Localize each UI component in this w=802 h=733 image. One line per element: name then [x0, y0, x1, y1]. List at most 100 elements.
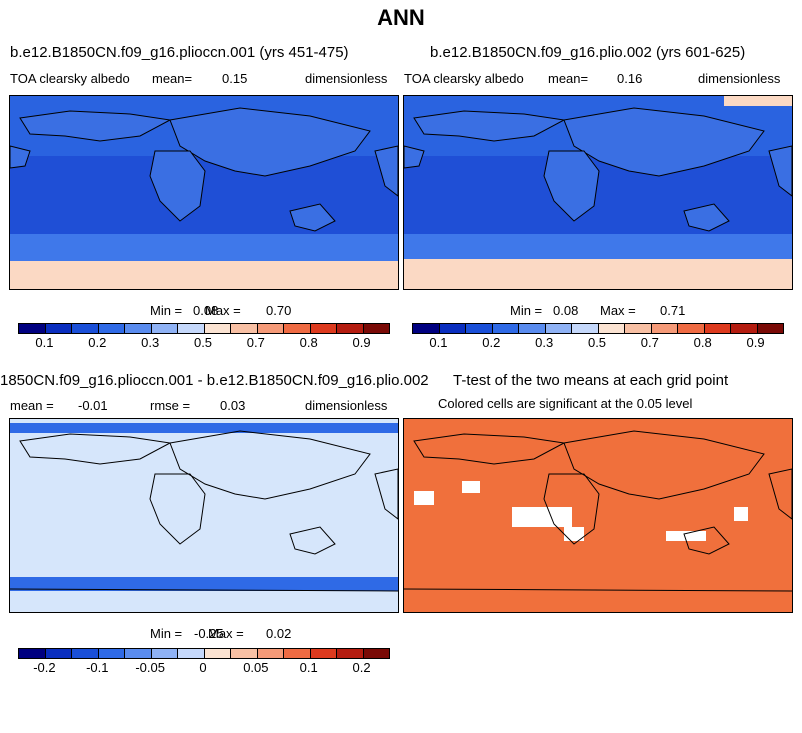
- ocean-band: [404, 234, 792, 261]
- colorbar-tick-label: 0.5: [193, 335, 213, 350]
- panel4-map: [403, 418, 793, 613]
- colorbar-swatch: [72, 324, 99, 333]
- antarctica-region: [404, 259, 792, 289]
- panel2-variable-label: TOA clearsky albedo: [404, 71, 524, 86]
- panel1-min-value: 0.08: [193, 303, 219, 318]
- colorbar-swatch: [125, 649, 152, 658]
- panel1-map: [9, 95, 399, 290]
- colorbar-tick-label: -0.05: [135, 660, 165, 675]
- panel3-rmse-value: 0.03: [220, 398, 246, 413]
- arctic-region: [724, 96, 792, 106]
- ocean-band: [10, 156, 398, 236]
- colorbar-swatch: [178, 324, 205, 333]
- colorbar-swatch: [151, 649, 178, 658]
- panel3-rmse-label: rmse =: [150, 398, 191, 413]
- colorbar-swatch: [257, 324, 284, 333]
- panel2-mean-label: mean=: [548, 71, 589, 86]
- colorbar-tick-label: -0.2: [33, 660, 56, 675]
- panel3-colorbar: [18, 648, 390, 659]
- ocean-band: [404, 156, 792, 236]
- colorbar-swatch: [98, 649, 125, 658]
- colorbar-tick-label: 0.8: [299, 335, 318, 350]
- panel1-units: dimensionless: [305, 71, 388, 86]
- colorbar-tick-label: 0.1: [35, 335, 54, 350]
- colorbar-swatch: [439, 324, 466, 333]
- arctic-band: [10, 423, 398, 433]
- colorbar-swatch: [651, 324, 678, 333]
- colorbar-tick-label: 0.5: [587, 335, 607, 350]
- colorbar-tick-label: 0.2: [88, 335, 107, 350]
- non-significant-cells: [414, 481, 748, 541]
- panel3-mean-label: mean =: [10, 398, 54, 413]
- colorbar-swatch: [45, 324, 72, 333]
- colorbar-tick-label: 0.05: [243, 660, 269, 675]
- colorbar-swatch: [178, 649, 205, 658]
- colorbar-tick-label: 0.3: [535, 335, 554, 350]
- panel1-max-value: 0.70: [266, 303, 292, 318]
- ocean-band: [10, 234, 398, 261]
- panel4-subtitle: Colored cells are significant at the 0.0…: [438, 396, 693, 411]
- panel3-mean-value: -0.01: [78, 398, 108, 413]
- colorbar-swatch: [231, 324, 258, 333]
- colorbar-swatch: [363, 649, 389, 658]
- panel2-units: dimensionless: [698, 71, 781, 86]
- colorbar-tick-label: 0: [199, 660, 207, 675]
- significance-fill: [404, 419, 792, 612]
- colorbar-swatch: [151, 324, 178, 333]
- panel2-min-value: 0.08: [553, 303, 579, 318]
- panel2-max-value: 0.71: [660, 303, 686, 318]
- panel1-variable-label: TOA clearsky albedo: [10, 71, 130, 86]
- panel1-mean-value: 0.15: [222, 71, 248, 86]
- panel2-title: b.e12.B1850CN.f09_g16.plio.002 (yrs 601-…: [430, 44, 746, 61]
- panel3-map-svg: [10, 419, 398, 612]
- main-title: ANN: [377, 5, 425, 30]
- colorbar-swatch: [19, 324, 46, 333]
- colorbar-tick-label: 0.9: [352, 335, 371, 350]
- colorbar-swatch: [363, 324, 389, 333]
- colorbar-swatch: [466, 324, 493, 333]
- panel4-title: T-test of the two means at each grid poi…: [453, 372, 729, 389]
- colorbar-swatch: [678, 324, 705, 333]
- panel3-max-value: 0.02: [266, 626, 292, 641]
- colorbar-swatch: [337, 324, 364, 333]
- panel2-max-label: Max =: [600, 303, 636, 318]
- panel1-min-label: Min =: [150, 303, 183, 318]
- panel2-map-svg: [404, 96, 792, 289]
- colorbar-swatch: [204, 324, 231, 333]
- colorbar-tick-label: 0.1: [299, 660, 318, 675]
- colorbar-swatch: [231, 649, 258, 658]
- panel1-max-label: Max =: [205, 303, 241, 318]
- colorbar-swatch: [45, 649, 72, 658]
- panel4-map-svg: [404, 419, 792, 612]
- colorbar-swatch: [545, 324, 572, 333]
- panel3-units: dimensionless: [305, 398, 388, 413]
- panel1-title: b.e12.B1850CN.f09_g16.plioccn.001 (yrs 4…: [10, 44, 349, 61]
- colorbar-tick-label: 0.7: [640, 335, 659, 350]
- colorbar-swatch: [598, 324, 625, 333]
- colorbar-tick-label: 0.3: [141, 335, 160, 350]
- colorbar-swatch: [757, 324, 783, 333]
- colorbar-swatch: [284, 649, 311, 658]
- antarctica-region: [10, 261, 398, 289]
- colorbar-swatch: [310, 324, 337, 333]
- panel2-map: [403, 95, 793, 290]
- colorbar-swatch: [572, 324, 599, 333]
- panel3-min-label: Min =: [150, 626, 183, 641]
- colorbar-tick-label: 0.2: [482, 335, 501, 350]
- panel3-max-label: Max =: [208, 626, 244, 641]
- colorbar-swatch: [19, 649, 46, 658]
- colorbar-swatch: [731, 324, 758, 333]
- colorbar-swatch: [98, 324, 125, 333]
- colorbar-swatch: [704, 324, 731, 333]
- colorbar-swatch: [257, 649, 284, 658]
- colorbar-tick-label: 0.7: [246, 335, 265, 350]
- colorbar-tick-label: 0.1: [429, 335, 448, 350]
- colorbar-swatch: [284, 324, 311, 333]
- coastlines: [10, 430, 398, 592]
- panel2-mean-value: 0.16: [617, 71, 643, 86]
- coastlines: [404, 107, 792, 232]
- colorbar-tick-label: -0.1: [86, 660, 109, 675]
- colorbar-tick-label: 0.9: [746, 335, 765, 350]
- colorbar-swatch: [413, 324, 440, 333]
- colorbar-swatch: [72, 649, 99, 658]
